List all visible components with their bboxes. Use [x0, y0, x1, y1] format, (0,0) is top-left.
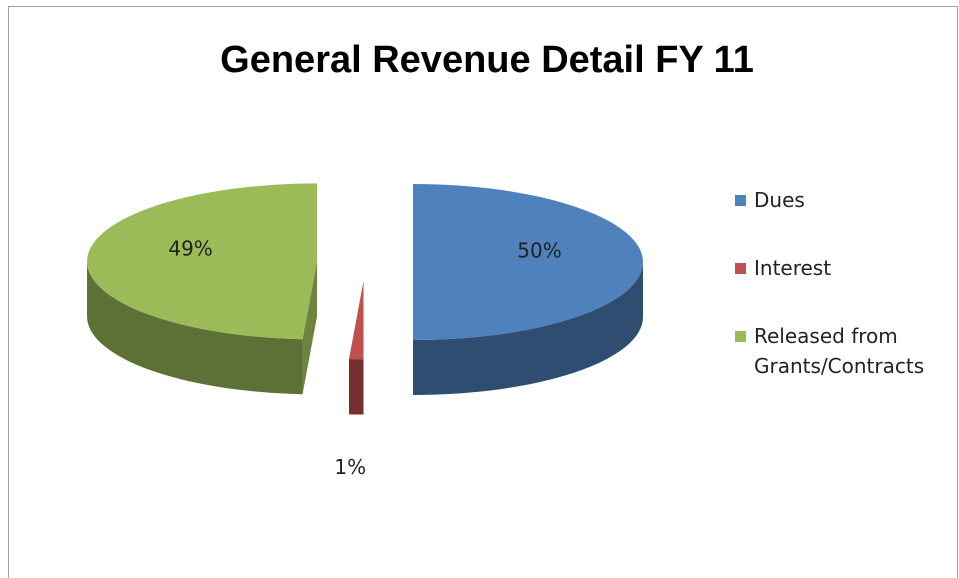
slice-side	[87, 261, 303, 395]
legend-label: Released from Grants/Contracts	[754, 324, 925, 378]
data-label: 50%	[517, 239, 561, 263]
slice-top	[349, 281, 364, 360]
chart-frame	[8, 6, 958, 578]
data-label: 49%	[168, 237, 212, 261]
chart-title: General Revenue Detail FY 11	[220, 39, 754, 81]
legend-item: Released from Grants/Contracts	[735, 321, 950, 381]
legend-item: Interest	[735, 253, 950, 283]
legend: Dues Interest Released from Grants/Contrac…	[735, 185, 950, 419]
legend-label: Dues	[754, 188, 805, 212]
slice	[349, 281, 364, 415]
slice	[87, 183, 318, 395]
slice-top	[87, 183, 318, 340]
legend-swatch	[735, 195, 746, 206]
slice-side	[349, 359, 364, 415]
legend-item: Dues	[735, 185, 950, 215]
slice-side	[413, 262, 643, 395]
slice-top	[413, 184, 643, 340]
data-label: 1%	[334, 455, 366, 479]
slice	[413, 184, 643, 395]
legend-label: Interest	[754, 256, 832, 280]
legend-swatch	[735, 331, 746, 342]
slice-cut-face	[302, 261, 318, 395]
legend-swatch	[735, 263, 746, 274]
